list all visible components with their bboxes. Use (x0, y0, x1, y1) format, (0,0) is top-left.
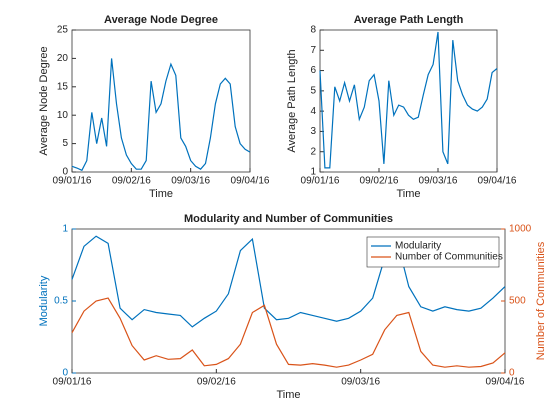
plot-area (319, 29, 498, 173)
x-tick-label: 09/04/16 (478, 176, 517, 187)
x-tick-label: 09/03/16 (419, 176, 458, 187)
x-tick-label: 09/02/16 (197, 377, 236, 388)
y-tick-label: 7 (310, 45, 316, 56)
data-line (319, 31, 498, 169)
y-tick-label: 0.5 (54, 296, 68, 307)
y-axis-label: Average Node Degree (38, 46, 50, 155)
y-tick-label: 2 (310, 146, 316, 157)
y-tick-label: 5 (310, 85, 316, 96)
x-tick-label: 09/01/16 (53, 176, 92, 187)
x-tick-label: 09/02/16 (112, 176, 151, 187)
x-axis-label: Time (396, 188, 420, 200)
chart-title: Average Node Degree (104, 14, 218, 26)
y-tick-label: 1 (310, 167, 316, 178)
chart-title: Average Path Length (354, 14, 464, 26)
x-tick-label: 09/04/16 (231, 176, 270, 187)
y-tick-label: 25 (57, 25, 69, 36)
legend-label: Modularity (395, 241, 441, 252)
y-tick-label: 8 (310, 25, 316, 36)
y-axis-label: Average Path Length (286, 49, 298, 152)
data-line (71, 58, 251, 172)
y2-tick-label: 1000 (509, 224, 532, 235)
y2-tick-label: 0 (509, 368, 515, 379)
x-tick-label: 09/04/16 (486, 377, 525, 388)
y-tick-label: 1 (62, 224, 68, 235)
x-tick-label: 09/01/16 (301, 176, 340, 187)
legend-label: Number of Communities (395, 252, 503, 263)
data-line (71, 235, 506, 328)
x-tick-label: 09/03/16 (341, 377, 380, 388)
legend-box (366, 236, 500, 268)
x-tick-label: 09/01/16 (53, 377, 92, 388)
x-axis-label: Time (149, 188, 173, 200)
y-tick-label: 0 (62, 368, 68, 379)
x-tick-label: 09/03/16 (171, 176, 210, 187)
y-tick-label: 0 (62, 167, 68, 178)
x-tick-label: 09/02/16 (360, 176, 399, 187)
y2-axis-label: Number of Communities (535, 241, 547, 360)
y-tick-label: 6 (310, 65, 316, 76)
y-tick-label: 10 (57, 110, 69, 121)
chart-title: Modularity and Number of Communities (184, 213, 393, 225)
y-tick-label: 15 (57, 81, 69, 92)
y-tick-label: 20 (57, 53, 69, 64)
x-axis-label: Time (276, 389, 300, 401)
y-tick-label: 3 (310, 126, 316, 137)
y-tick-label: 5 (62, 138, 68, 149)
data-line (71, 297, 506, 368)
y-tick-label: 4 (310, 106, 316, 117)
y2-tick-label: 500 (509, 296, 526, 307)
y-axis-label: Modularity (38, 275, 50, 326)
